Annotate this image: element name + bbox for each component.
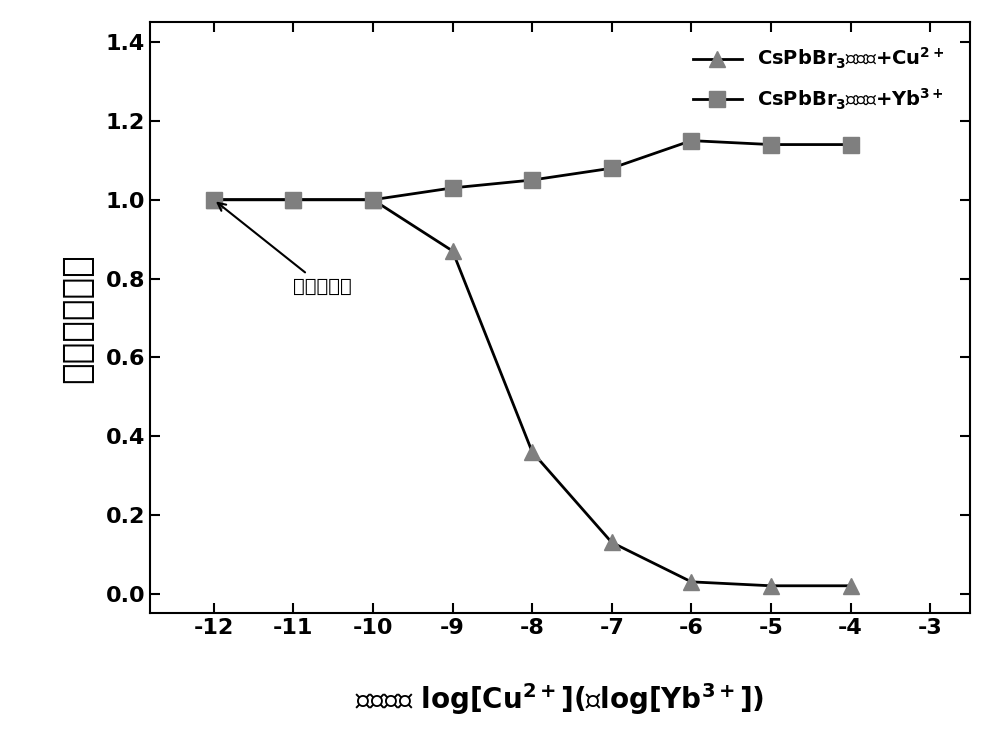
Text: 无金属离子: 无金属离子 <box>218 203 352 296</box>
Text: 离子浓度 log[Cu$^{2+}$](或log[Yb$^{3+}$]): 离子浓度 log[Cu$^{2+}$](或log[Yb$^{3+}$]) <box>355 681 765 717</box>
Y-axis label: 相对荺光强度: 相对荺光强度 <box>60 253 94 383</box>
Legend: CsPbBr$_3$纳米晶+Cu$^{2+}$, CsPbBr$_3$纳米晶+Yb$^{3+}$: CsPbBr$_3$纳米晶+Cu$^{2+}$, CsPbBr$_3$纳米晶+Y… <box>685 38 952 120</box>
